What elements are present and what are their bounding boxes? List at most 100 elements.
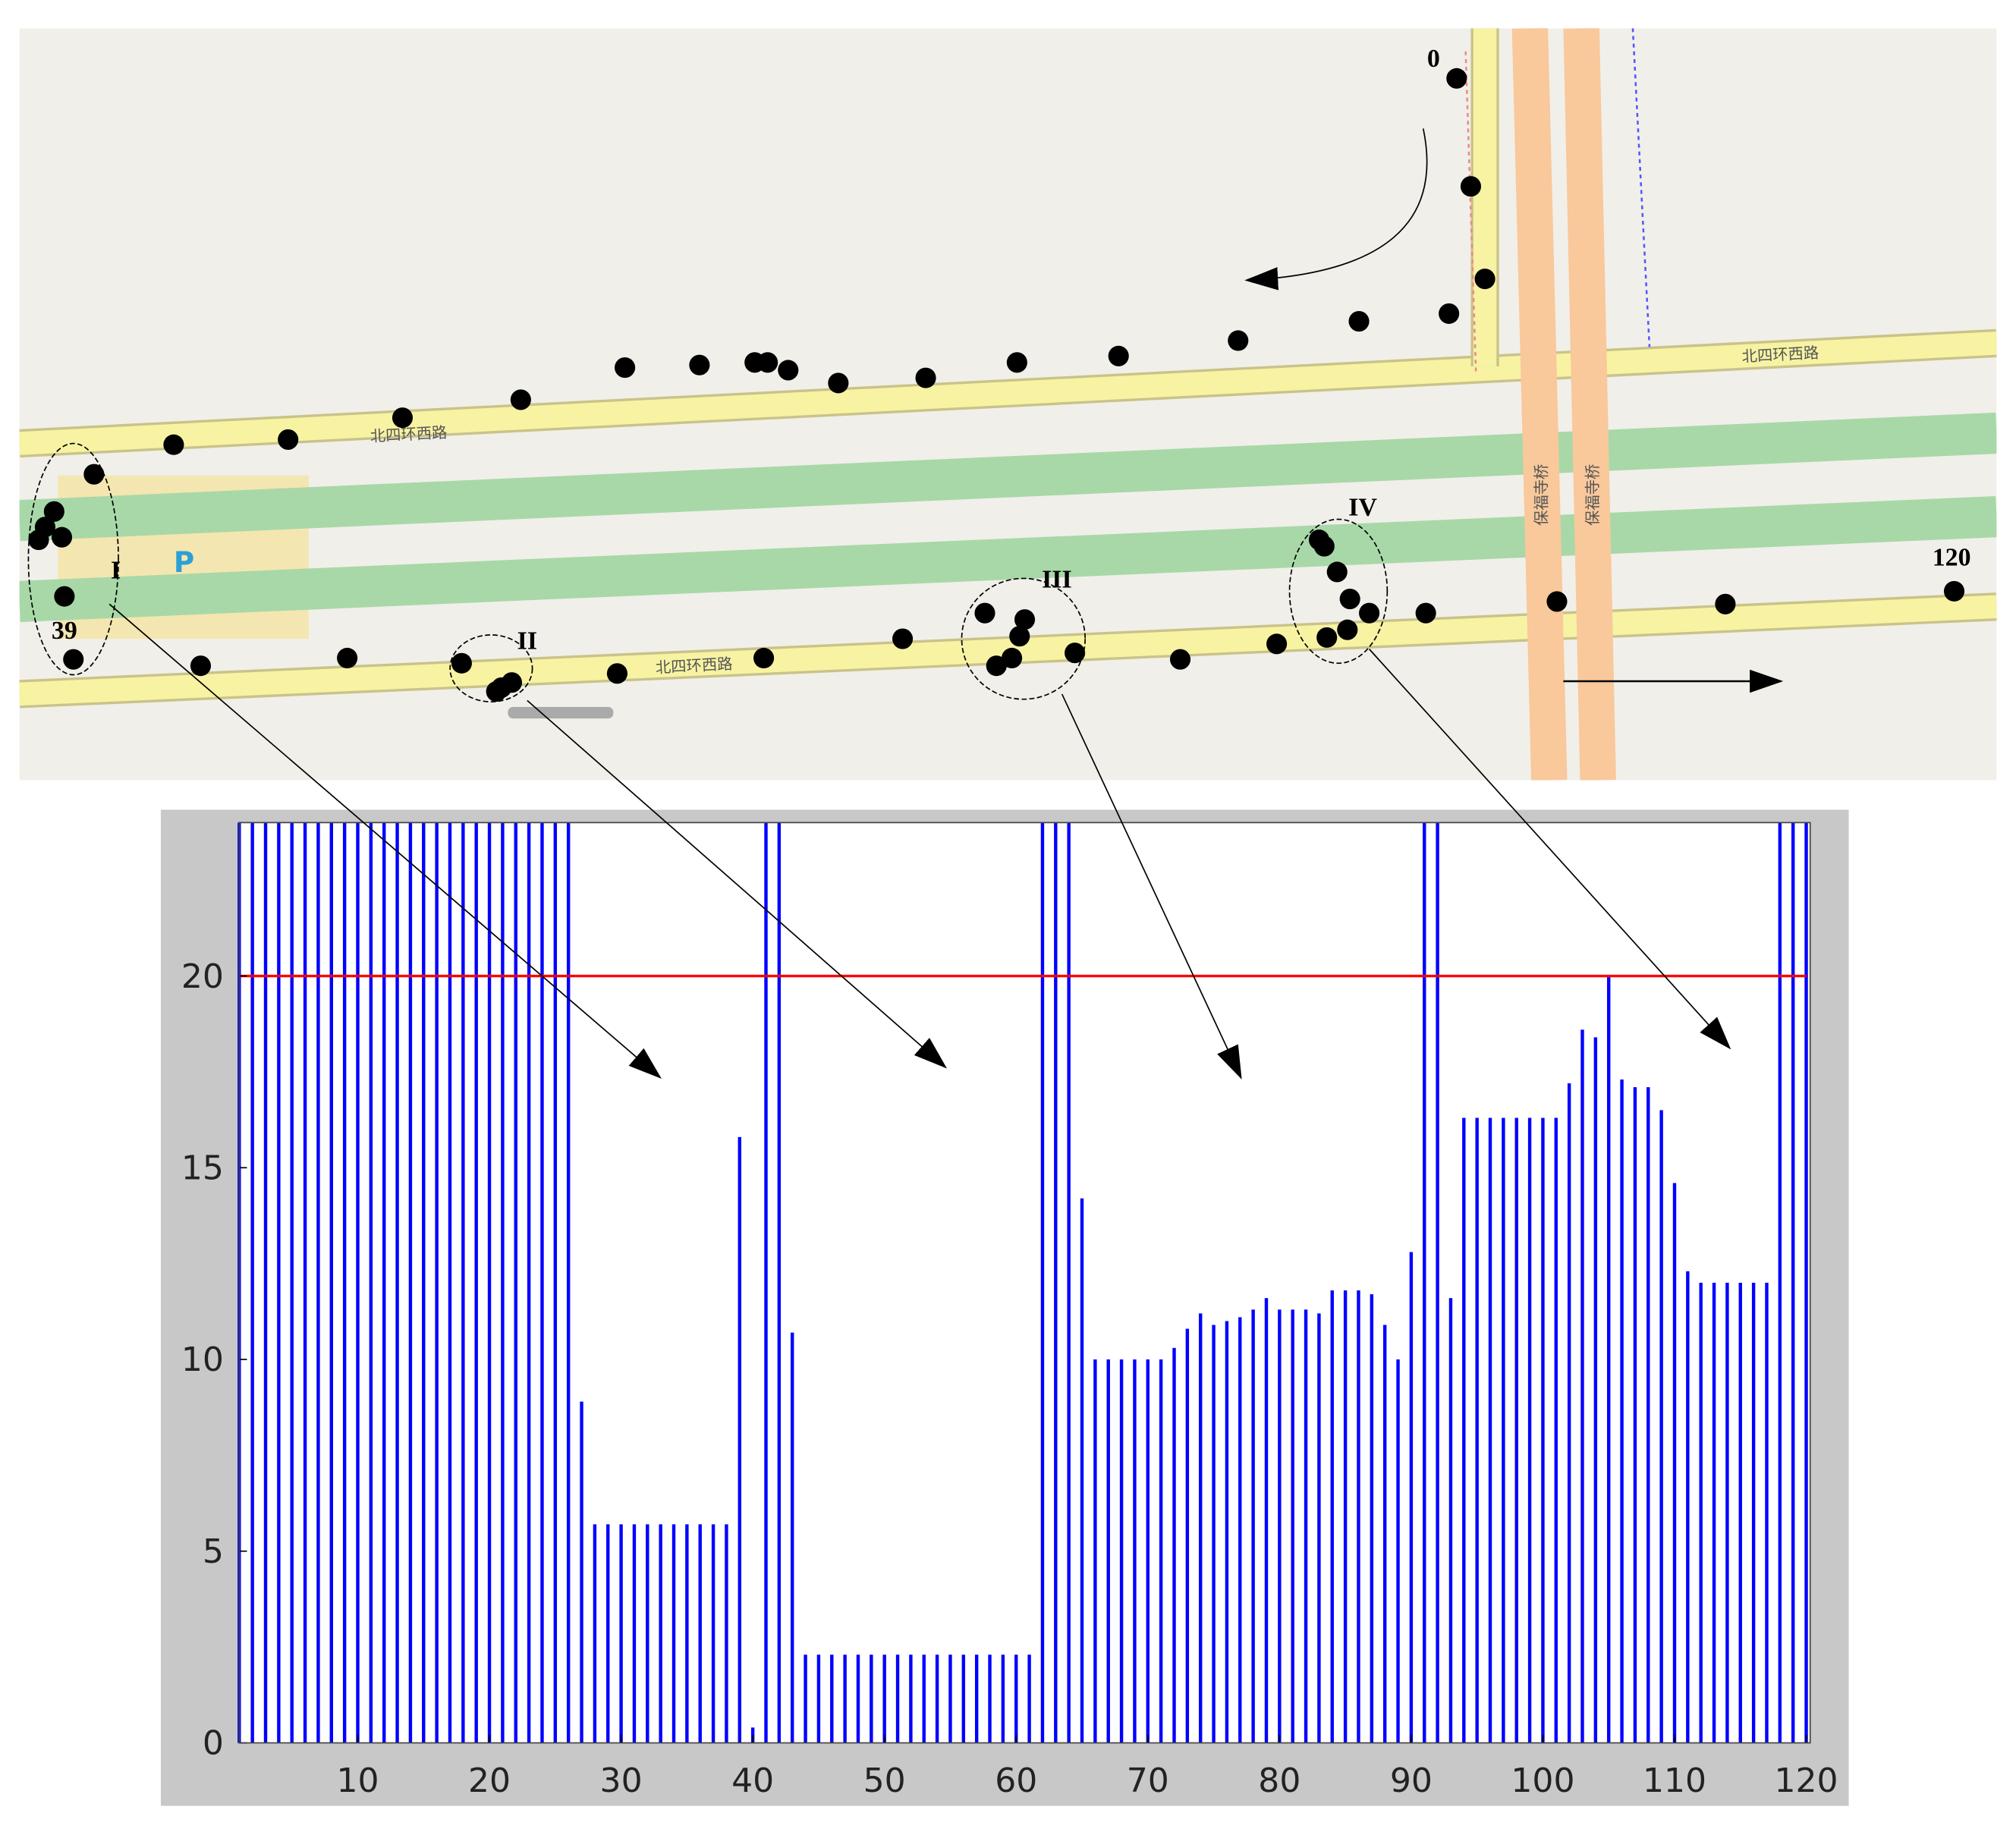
trajectory-point [163, 434, 184, 455]
cluster-label: I [111, 556, 121, 584]
bar [1278, 1309, 1282, 1743]
bar [764, 822, 768, 1743]
bar [356, 822, 360, 1743]
bar [553, 822, 558, 1743]
road-green [19, 412, 1997, 542]
bar [1514, 1117, 1518, 1743]
road-green [19, 496, 1997, 623]
bar [922, 1655, 926, 1743]
trajectory-point [615, 357, 636, 379]
y-tick-label: 15 [181, 1149, 224, 1188]
bar [1423, 822, 1426, 1743]
bar [1475, 1117, 1479, 1743]
x-tick-label: 100 [1511, 1761, 1574, 1800]
bar [1567, 1083, 1571, 1743]
bar [408, 822, 413, 1743]
bar [1448, 1298, 1453, 1743]
bar [1751, 1282, 1756, 1743]
x-tick-label: 80 [1258, 1761, 1300, 1800]
bar [804, 1655, 807, 1743]
bar [277, 822, 281, 1743]
bar [1291, 1309, 1294, 1743]
bar [1541, 1117, 1545, 1743]
bar [1725, 1282, 1729, 1743]
trajectory-point [753, 647, 775, 669]
x-tick-label: 30 [600, 1761, 643, 1800]
trajectory-point [1339, 588, 1360, 610]
road-label: 北四环西路 [370, 423, 448, 445]
bar [1040, 822, 1045, 1743]
trajectory-point [1014, 609, 1036, 630]
x-tick-label: 90 [1390, 1761, 1433, 1800]
x-tick-label: 20 [468, 1761, 511, 1800]
bar [1251, 1309, 1255, 1743]
x-tick-label: 110 [1643, 1761, 1706, 1800]
bar [1382, 1325, 1387, 1743]
bar [843, 1655, 847, 1743]
road-label: 保福寺桥 [1584, 464, 1602, 526]
bar [1264, 1298, 1269, 1743]
bar [1607, 976, 1611, 1743]
x-tick-label: 50 [863, 1761, 906, 1800]
bar [395, 822, 399, 1743]
bar [1357, 1290, 1360, 1743]
bar [882, 1655, 886, 1743]
bar [1527, 1117, 1532, 1743]
map-feature [508, 706, 614, 719]
trajectory-point [1108, 345, 1129, 366]
bar [263, 822, 268, 1743]
bar [369, 822, 373, 1743]
trajectory-point [83, 464, 105, 485]
bar [474, 822, 478, 1743]
trajectory-point [501, 672, 523, 693]
bar [935, 1655, 939, 1743]
cluster-ellipse [961, 577, 1087, 700]
bar [1225, 1321, 1229, 1743]
bar [1146, 1359, 1150, 1743]
bar [1712, 1282, 1716, 1743]
bar [1462, 1117, 1466, 1743]
bar [342, 822, 347, 1743]
bar [1304, 1309, 1308, 1743]
trajectory-point [606, 663, 627, 684]
bar [1633, 1087, 1637, 1743]
bar [1686, 1271, 1690, 1743]
bar [1436, 822, 1439, 1743]
bar [685, 1524, 689, 1743]
trajectory-point [392, 407, 414, 429]
bar [382, 822, 386, 1743]
bar [659, 1524, 662, 1743]
trajectory-point [1009, 626, 1030, 647]
link-arrow [109, 603, 662, 1079]
trajectory-point [1460, 176, 1482, 197]
bar [711, 1524, 716, 1743]
y-tick-label: 0 [203, 1724, 224, 1763]
trajectory-point [486, 680, 507, 702]
bar [527, 822, 531, 1743]
bar [1502, 1117, 1505, 1743]
trajectory-point [1943, 580, 1965, 602]
bar [870, 1655, 873, 1743]
cluster-ellipse [1288, 518, 1389, 665]
bar [948, 1655, 952, 1743]
bar [1699, 1282, 1703, 1743]
bar [1001, 1655, 1005, 1743]
bar [1738, 1282, 1742, 1743]
bar [329, 822, 333, 1743]
bar [435, 822, 439, 1743]
bar [856, 1655, 860, 1743]
trajectory-point [1065, 643, 1086, 664]
x-tick-label: 40 [731, 1761, 774, 1800]
bar [422, 822, 426, 1743]
bar [448, 822, 452, 1743]
y-tick-label: 20 [181, 957, 224, 996]
trajectory-point [915, 367, 936, 388]
bar [1014, 1655, 1018, 1743]
bar [1119, 1359, 1124, 1743]
road-orange [1563, 28, 1616, 781]
bar [777, 822, 782, 1743]
bar [646, 1524, 649, 1743]
trajectory-point [63, 649, 84, 670]
bar [698, 1524, 702, 1743]
bar [974, 1655, 979, 1743]
